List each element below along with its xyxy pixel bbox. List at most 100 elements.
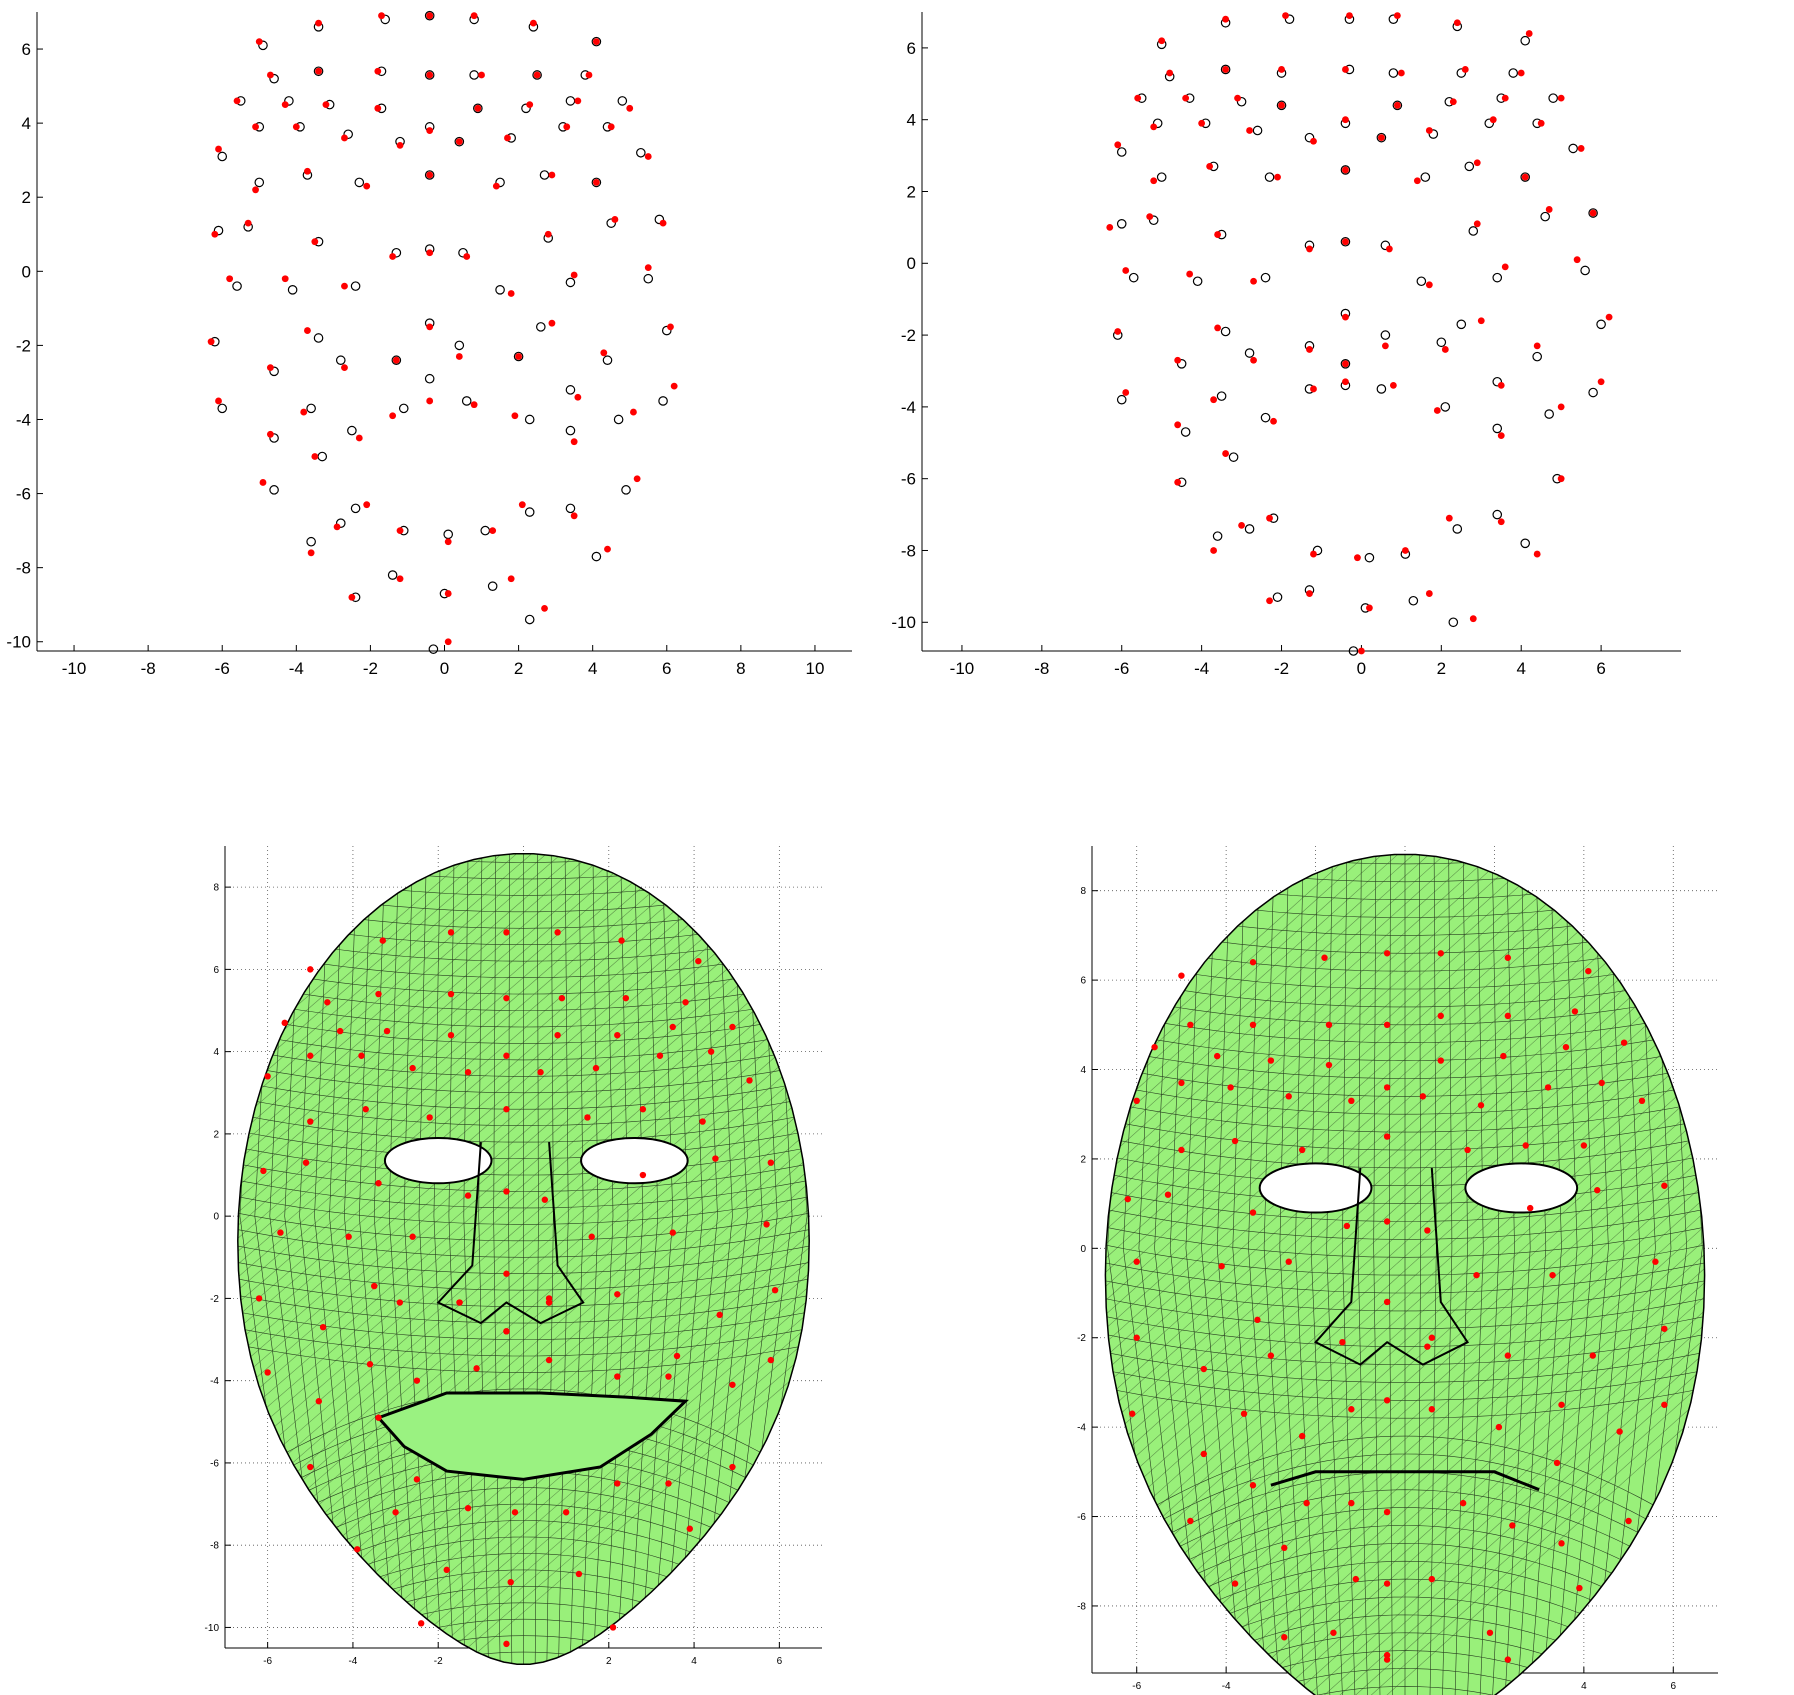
x-tick-label: 2 — [606, 1656, 612, 1667]
open-circle-point — [565, 277, 576, 288]
filled-red-point — [1254, 1316, 1261, 1324]
filled-red-point — [363, 501, 371, 509]
filled-red-point — [447, 929, 455, 936]
filled-red-point — [656, 1052, 664, 1059]
filled-red-point — [558, 994, 566, 1002]
open-circle-point — [1456, 68, 1467, 78]
filled-red-point — [1537, 119, 1545, 127]
filled-red-point — [1527, 1204, 1534, 1212]
open-circle-point — [213, 225, 224, 236]
filled-red-point — [1249, 1021, 1257, 1029]
filled-red-point — [473, 1365, 480, 1372]
filled-red-point — [281, 275, 289, 283]
filled-red-point — [1285, 1258, 1292, 1265]
y-tick-label: 8 — [213, 883, 219, 894]
open-circle-point — [1420, 172, 1431, 182]
filled-red-point — [1501, 94, 1509, 102]
open-circle-point — [347, 425, 357, 436]
filled-red-point — [503, 1052, 510, 1059]
filled-red-point — [307, 1118, 314, 1125]
filled-red-point — [554, 1031, 561, 1039]
open-circle-point — [1276, 100, 1287, 111]
filled-red-point — [669, 1229, 676, 1236]
open-circle-point — [602, 355, 613, 366]
open-circle-point — [1252, 125, 1263, 136]
filled-red-point — [300, 408, 308, 416]
filled-red-point — [1133, 1097, 1140, 1105]
filled-red-point — [1200, 1450, 1207, 1458]
x-tick-label: -6 — [263, 1656, 272, 1667]
filled-red-point — [511, 412, 519, 420]
filled-red-point — [644, 264, 652, 271]
open-circle-point — [1448, 617, 1459, 628]
open-circle-point — [1264, 172, 1275, 182]
open-circle-point — [1464, 161, 1475, 172]
open-circle-point — [1116, 219, 1127, 229]
filled-red-point — [1306, 346, 1313, 353]
filled-red-point — [1198, 119, 1206, 127]
filled-red-point — [266, 364, 274, 372]
open-circle-point — [536, 322, 546, 332]
filled-red-point — [255, 38, 263, 46]
open-circle-point — [1236, 96, 1247, 107]
open-circle-point — [1260, 272, 1271, 283]
open-circle-point — [269, 73, 279, 84]
open-circle-point — [1520, 172, 1531, 182]
filled-red-point — [374, 67, 382, 75]
filled-red-point — [1464, 1146, 1471, 1154]
x-tick-label: -4 — [348, 1656, 357, 1667]
filled-red-point — [707, 1048, 715, 1055]
filled-red-point — [1282, 12, 1289, 19]
filled-red-point — [592, 38, 600, 46]
filled-red-point — [260, 1167, 267, 1175]
y-tick-label: 0 — [213, 1212, 219, 1223]
open-circle-point — [1392, 100, 1403, 111]
filled-red-point — [324, 999, 331, 1006]
open-circle-point — [284, 96, 294, 106]
filled-red-point — [1638, 1097, 1646, 1105]
filled-red-point — [426, 1114, 433, 1121]
chart-scatter-sad: -10 -8 -6 -4 -2 0 2 4 6 -10 -8 -6 -4 -2 0 2 4 6 — [880, 0, 1794, 790]
filled-red-point — [277, 1229, 284, 1236]
filled-red-point — [1477, 1102, 1485, 1109]
filled-red-point — [264, 1369, 271, 1376]
filled-red-point — [1441, 346, 1449, 353]
filled-red-point — [1437, 1057, 1444, 1064]
open-circle-point — [565, 503, 576, 514]
filled-red-point — [503, 994, 510, 1002]
filled-red-point — [1174, 421, 1182, 429]
filled-red-point — [1428, 1575, 1436, 1583]
filled-red-point — [1321, 954, 1328, 961]
filled-red-point — [375, 990, 382, 998]
y-tick-label: -8 — [1077, 1601, 1086, 1612]
open-circle-point — [269, 433, 279, 443]
filled-red-point — [322, 101, 330, 109]
filled-red-point — [1453, 19, 1461, 27]
filled-red-point — [341, 134, 348, 142]
filled-red-point — [1661, 1182, 1668, 1189]
filled-red-point — [618, 937, 625, 944]
filled-red-point — [1504, 954, 1512, 961]
open-circle-point — [424, 170, 435, 180]
filled-red-point — [1274, 173, 1281, 181]
open-circle-point — [1116, 147, 1127, 157]
open-circle-point — [469, 70, 479, 80]
filled-red-point — [307, 1463, 314, 1471]
filled-red-point — [639, 1171, 647, 1179]
filled-red-point — [1214, 1052, 1221, 1060]
open-circle-point — [1540, 211, 1550, 222]
filled-red-point — [1267, 1057, 1275, 1064]
filled-red-point — [1348, 1406, 1355, 1413]
x-tick-label: -4 — [289, 659, 304, 678]
filled-red-point — [1352, 1575, 1360, 1583]
filled-red-point — [255, 1295, 263, 1302]
filled-red-point — [541, 605, 548, 612]
filled-red-point — [1234, 94, 1241, 102]
filled-red-point — [1222, 15, 1229, 23]
filled-red-point — [1325, 1061, 1333, 1069]
filled-red-point — [464, 1504, 472, 1512]
filled-red-point — [1397, 69, 1405, 77]
filled-red-point — [1266, 597, 1273, 605]
filled-red-point — [1178, 1146, 1185, 1154]
y-tick-label: -10 — [891, 613, 916, 632]
